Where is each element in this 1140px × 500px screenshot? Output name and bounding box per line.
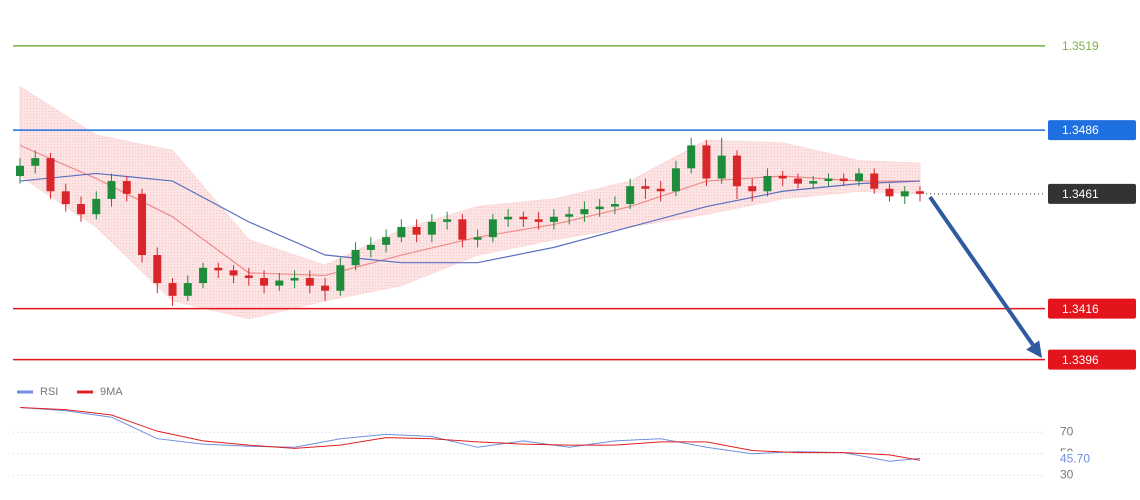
candle-body [839, 178, 848, 182]
candle-body [275, 280, 284, 286]
candle-body [138, 193, 147, 256]
forecast-arrowhead [1026, 340, 1042, 358]
level-label-box [1048, 183, 1136, 204]
candle-body [748, 186, 757, 192]
candle-body [900, 191, 909, 197]
candle-body [351, 249, 360, 266]
candle-body [687, 145, 696, 169]
candle-body [305, 277, 314, 286]
candle-body [717, 155, 726, 179]
candle-body [534, 219, 543, 222]
level-label: 1.3461 [1062, 187, 1099, 201]
candle-body [244, 275, 253, 278]
candle-body [580, 209, 589, 215]
last-value-label: 45.70 [1060, 452, 1090, 466]
level-label: 1.3396 [1062, 353, 1099, 367]
candle-body [458, 219, 467, 240]
candle-body [153, 255, 162, 284]
candle-body [107, 181, 116, 199]
candle-body [199, 267, 208, 284]
candle-body [793, 178, 802, 184]
candle-body [595, 206, 604, 210]
candle-body [671, 168, 680, 192]
candle-body [427, 221, 436, 235]
candle-body [488, 219, 497, 238]
candle-body [168, 283, 177, 296]
candle-body [656, 188, 665, 192]
candle-body [46, 158, 55, 192]
candle-body [473, 237, 482, 240]
level-label-box [1048, 298, 1136, 319]
candle-body [443, 219, 452, 222]
candle-body [732, 155, 741, 187]
candle-body [229, 270, 238, 276]
candle-body [641, 186, 650, 189]
candle-body [870, 173, 879, 189]
candle-body [397, 226, 406, 238]
candle-body [504, 216, 513, 220]
candle-body [519, 216, 528, 220]
indicator-line [19, 407, 921, 462]
candle-body [565, 214, 574, 217]
candle-body [854, 173, 863, 182]
candle-body [122, 181, 131, 194]
candle-body [214, 267, 223, 271]
last-value-bg [1058, 451, 1098, 466]
candle-body [824, 178, 833, 182]
level-label-box [1048, 120, 1136, 141]
moving-average [19, 172, 921, 264]
candle-body [809, 181, 818, 184]
candle-body [610, 204, 619, 207]
candle-body [321, 285, 330, 291]
y-tick-label: 70 [1060, 424, 1074, 438]
candle-body [183, 283, 192, 296]
candle-body [92, 198, 101, 215]
indicator-line [19, 407, 921, 461]
candle-body [916, 191, 924, 194]
candle-body [31, 158, 40, 166]
level-label-box [1048, 349, 1136, 370]
level-label: 1.3519 [1062, 39, 1099, 53]
candle-body [366, 244, 375, 250]
candle-body [412, 226, 421, 235]
candle-body [61, 191, 70, 205]
candle-body [260, 277, 269, 286]
level-label: 1.3416 [1062, 302, 1099, 316]
candle-body [290, 277, 299, 281]
candle-body [549, 216, 558, 222]
legend-label: RSI [40, 386, 58, 398]
candle-body [778, 175, 787, 179]
legend-label: 9MA [100, 386, 123, 398]
forecast-arrow [928, 195, 1035, 347]
candle-body [763, 175, 772, 192]
bollinger-band [19, 85, 921, 320]
candle-body [16, 165, 24, 176]
level-label: 1.3486 [1062, 123, 1099, 137]
y-tick-label: 30 [1060, 467, 1074, 481]
candle-body [77, 204, 86, 215]
candle-body [885, 188, 894, 197]
candle-body [626, 186, 635, 205]
candle-body [702, 145, 711, 179]
candle-body [382, 237, 391, 245]
candle-body [336, 265, 345, 291]
